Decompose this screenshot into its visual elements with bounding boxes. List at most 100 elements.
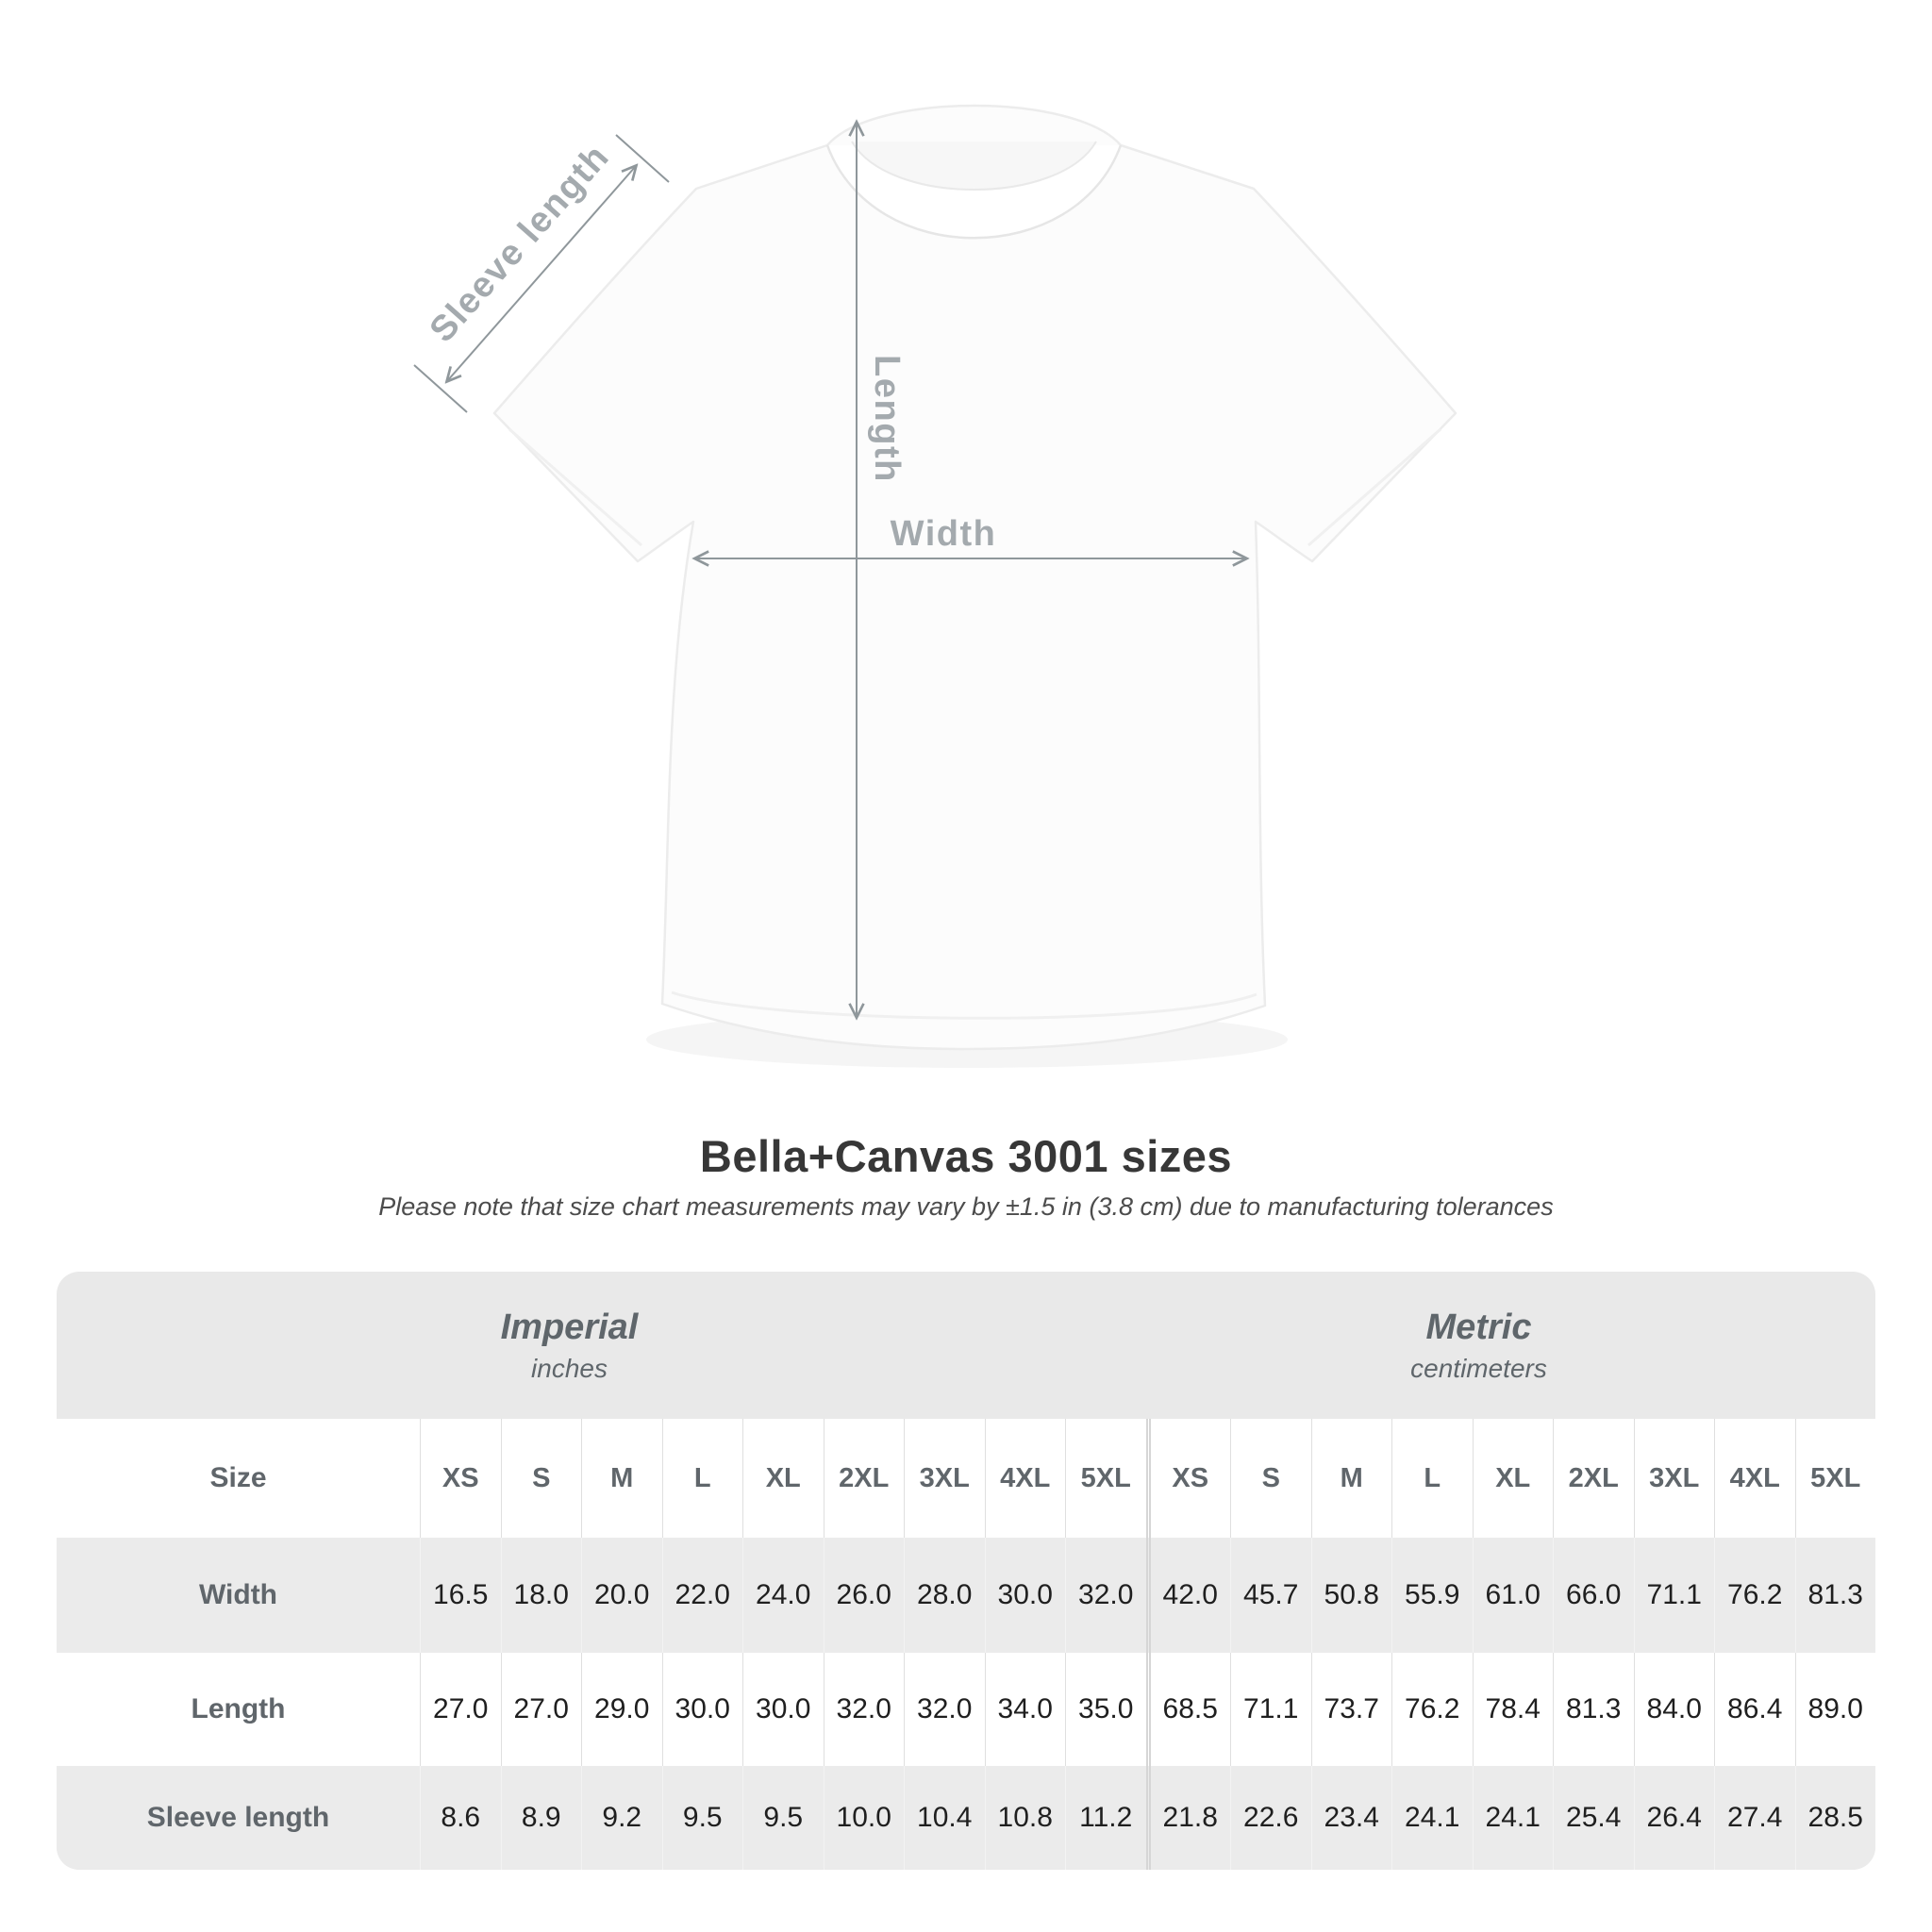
metric-group-header: Metric centimeters (1082, 1272, 1875, 1419)
measurement-cell: 28.0 (904, 1538, 985, 1653)
measurement-cell: 16.5 (420, 1538, 501, 1653)
measurement-cell: 68.5 (1145, 1653, 1231, 1766)
imperial-group-unit: inches (531, 1353, 608, 1383)
measurement-cell: 29.0 (581, 1653, 662, 1766)
right-sleeve-hem (1307, 427, 1441, 547)
tshirt-graphic (492, 104, 1457, 1051)
measurement-cell: 25.4 (1553, 1766, 1634, 1870)
size-header-metric-m: M (1310, 1419, 1392, 1538)
table-row-sleeve-length: Sleeve length 8.6 8.9 9.2 9.5 9.5 10.0 1… (57, 1766, 1875, 1870)
size-header-imperial-3xl: 3XL (904, 1419, 985, 1538)
measurement-cell: 86.4 (1714, 1653, 1795, 1766)
measurement-cell: 32.0 (1065, 1538, 1146, 1653)
measurement-cell: 9.5 (742, 1766, 824, 1870)
measurement-cell: 27.0 (420, 1653, 501, 1766)
measurement-cell: 30.0 (661, 1653, 743, 1766)
size-header-imperial-4xl: 4XL (984, 1419, 1066, 1538)
measurement-cell: 71.1 (1230, 1653, 1311, 1766)
unit-group-header-row: Imperial inches Metric centimeters (57, 1272, 1875, 1419)
table-row-length: Length 27.0 27.0 29.0 30.0 30.0 32.0 32.… (57, 1653, 1875, 1766)
measurement-cell: 76.2 (1714, 1538, 1795, 1653)
row-label-length: Length (191, 1693, 286, 1724)
measurement-cell: 11.2 (1065, 1766, 1146, 1870)
measurement-cell: 34.0 (984, 1653, 1066, 1766)
measurement-cell: 50.8 (1310, 1538, 1392, 1653)
measurement-cell: 55.9 (1391, 1538, 1473, 1653)
size-header-imperial-l: L (661, 1419, 743, 1538)
size-header-imperial-xs: XS (420, 1419, 501, 1538)
measurement-cell: 18.0 (500, 1538, 582, 1653)
measurement-cell: 84.0 (1633, 1653, 1715, 1766)
measurement-cell: 32.0 (823, 1653, 905, 1766)
measurement-cell: 27.4 (1714, 1766, 1795, 1870)
measurement-cell: 22.0 (661, 1538, 743, 1653)
measurement-cell: 73.7 (1310, 1653, 1392, 1766)
size-chart-subtitle: Please note that size chart measurements… (378, 1192, 1554, 1221)
measurement-cell: 20.0 (581, 1538, 662, 1653)
table-row-width: Width 16.5 18.0 20.0 22.0 24.0 26.0 28.0… (57, 1538, 1875, 1653)
measurement-cell: 9.2 (581, 1766, 662, 1870)
row-label-sleeve-length: Sleeve length (146, 1802, 330, 1833)
measurement-cell: 30.0 (742, 1653, 824, 1766)
measurement-cell: 24.1 (1472, 1766, 1554, 1870)
measurement-cell: 23.4 (1310, 1766, 1392, 1870)
size-header-imperial-2xl: 2XL (823, 1419, 905, 1538)
size-header-metric-3xl: 3XL (1633, 1419, 1715, 1538)
metric-group-title: Metric (1425, 1307, 1532, 1347)
measurement-cell: 32.0 (904, 1653, 985, 1766)
measurement-cell: 10.8 (984, 1766, 1066, 1870)
measurement-cell: 42.0 (1145, 1538, 1231, 1653)
size-header-imperial-s: S (500, 1419, 582, 1538)
measurement-cell: 61.0 (1472, 1538, 1554, 1653)
measurement-cell: 81.3 (1794, 1538, 1876, 1653)
size-header-metric-l: L (1391, 1419, 1473, 1538)
measurement-cell: 26.4 (1633, 1766, 1715, 1870)
sleeve-length-arrow (413, 134, 670, 413)
measurement-cell: 8.6 (420, 1766, 501, 1870)
measurement-cell: 21.8 (1145, 1766, 1231, 1870)
measurement-cell: 24.0 (742, 1538, 824, 1653)
measurement-cell: 71.1 (1633, 1538, 1715, 1653)
size-header-imperial-m: M (581, 1419, 662, 1538)
measurement-cell: 76.2 (1391, 1653, 1473, 1766)
metric-group-unit: centimeters (1410, 1353, 1547, 1383)
size-header-metric-xl: XL (1472, 1419, 1554, 1538)
size-header-imperial-5xl: 5XL (1065, 1419, 1146, 1538)
left-sleeve-hem (508, 427, 642, 547)
measurement-cell: 10.0 (823, 1766, 905, 1870)
measurement-cell: 10.4 (904, 1766, 985, 1870)
size-header-row: Size XS S M L XL 2XL 3XL 4XL 5XL XS S M … (57, 1419, 1875, 1538)
measurement-cell: 81.3 (1553, 1653, 1634, 1766)
measurement-cell: 35.0 (1065, 1653, 1146, 1766)
size-header-metric-2xl: 2XL (1553, 1419, 1634, 1538)
size-header-metric-5xl: 5XL (1794, 1419, 1876, 1538)
measurement-cell: 9.5 (661, 1766, 743, 1870)
bottom-hem-seam (671, 991, 1257, 1020)
size-table: Imperial inches Metric centimeters Size … (57, 1272, 1875, 1870)
measurement-cell: 89.0 (1794, 1653, 1876, 1766)
imperial-group-title: Imperial (500, 1307, 639, 1347)
imperial-group-header: Imperial inches (57, 1272, 1082, 1419)
measurement-cell: 27.0 (500, 1653, 582, 1766)
size-header-metric-s: S (1230, 1419, 1311, 1538)
measurement-cell: 30.0 (984, 1538, 1066, 1653)
measurement-cell: 28.5 (1794, 1766, 1876, 1870)
size-header-metric-4xl: 4XL (1714, 1419, 1795, 1538)
measurement-cell: 8.9 (500, 1766, 582, 1870)
measurement-cell: 22.6 (1230, 1766, 1311, 1870)
row-label-width: Width (198, 1579, 278, 1610)
measurement-cell: 24.1 (1391, 1766, 1473, 1870)
size-header-metric-xs: XS (1145, 1419, 1231, 1538)
measurement-cell: 45.7 (1230, 1538, 1311, 1653)
collar-inner-seam (851, 141, 1097, 191)
width-label: Width (891, 514, 997, 554)
length-label: Length (867, 355, 907, 483)
size-header-imperial-xl: XL (742, 1419, 824, 1538)
measurement-cell: 78.4 (1472, 1653, 1554, 1766)
measurement-cell: 66.0 (1553, 1538, 1634, 1653)
size-chart-title: Bella+Canvas 3001 sizes (699, 1131, 1233, 1181)
size-column-header: Size (209, 1462, 267, 1493)
measurement-cell: 26.0 (823, 1538, 905, 1653)
